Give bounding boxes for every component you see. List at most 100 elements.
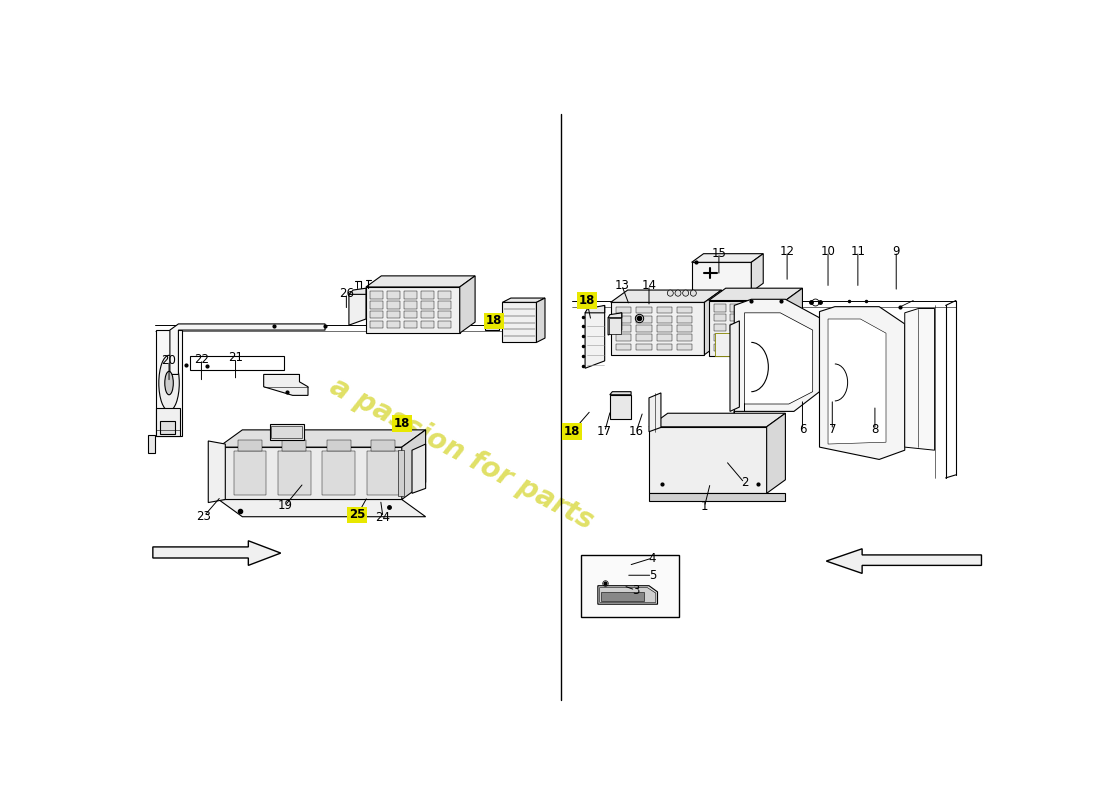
Bar bbox=[616, 344, 631, 350]
Polygon shape bbox=[460, 276, 475, 333]
Bar bbox=[636, 306, 651, 314]
Bar bbox=[387, 301, 400, 309]
Polygon shape bbox=[708, 301, 785, 356]
Text: 26: 26 bbox=[339, 286, 354, 300]
Text: 19: 19 bbox=[277, 499, 293, 512]
Bar bbox=[657, 344, 672, 350]
Polygon shape bbox=[219, 499, 426, 517]
Polygon shape bbox=[692, 262, 751, 292]
Bar bbox=[616, 306, 631, 314]
Text: 15: 15 bbox=[712, 246, 726, 259]
Text: 18: 18 bbox=[394, 418, 410, 430]
Bar bbox=[678, 306, 693, 314]
Polygon shape bbox=[785, 288, 803, 356]
Text: 20: 20 bbox=[162, 354, 176, 366]
Polygon shape bbox=[730, 321, 739, 411]
Bar bbox=[421, 291, 434, 298]
Polygon shape bbox=[598, 586, 658, 604]
Bar bbox=[657, 316, 672, 322]
Ellipse shape bbox=[691, 290, 696, 296]
Text: 14: 14 bbox=[641, 278, 657, 292]
Text: 23: 23 bbox=[197, 510, 211, 522]
Bar bbox=[272, 426, 302, 438]
Polygon shape bbox=[238, 440, 262, 451]
Bar bbox=[405, 311, 417, 318]
Bar bbox=[387, 291, 400, 298]
Text: 10: 10 bbox=[821, 245, 836, 258]
Polygon shape bbox=[219, 430, 426, 447]
Polygon shape bbox=[649, 426, 767, 494]
Polygon shape bbox=[264, 374, 308, 395]
Text: 5: 5 bbox=[649, 569, 656, 582]
Text: 11: 11 bbox=[850, 245, 866, 258]
Text: 25: 25 bbox=[350, 508, 365, 522]
Text: 17: 17 bbox=[597, 426, 613, 438]
Bar bbox=[421, 301, 434, 309]
Text: 18: 18 bbox=[486, 314, 502, 327]
Bar bbox=[714, 324, 726, 331]
Polygon shape bbox=[153, 541, 280, 566]
Bar bbox=[636, 334, 651, 341]
Bar bbox=[636, 316, 651, 322]
Bar bbox=[636, 344, 651, 350]
Polygon shape bbox=[767, 414, 785, 494]
Text: 1: 1 bbox=[701, 500, 708, 514]
Polygon shape bbox=[585, 306, 605, 368]
Text: a passion for parts: a passion for parts bbox=[324, 372, 598, 534]
Polygon shape bbox=[708, 288, 803, 301]
Polygon shape bbox=[537, 298, 544, 342]
Bar bbox=[762, 324, 774, 331]
Polygon shape bbox=[826, 549, 981, 574]
Polygon shape bbox=[904, 309, 935, 450]
Text: 16: 16 bbox=[629, 426, 644, 438]
Bar bbox=[387, 321, 400, 328]
Bar bbox=[405, 321, 417, 328]
Bar bbox=[602, 592, 644, 601]
Polygon shape bbox=[349, 288, 366, 294]
Bar bbox=[714, 344, 726, 351]
Polygon shape bbox=[503, 298, 544, 302]
Text: 3: 3 bbox=[631, 583, 639, 597]
Bar bbox=[371, 311, 383, 318]
Bar bbox=[746, 344, 758, 351]
Polygon shape bbox=[371, 440, 395, 451]
Bar bbox=[714, 314, 726, 322]
Text: 24: 24 bbox=[375, 511, 390, 524]
Bar bbox=[762, 314, 774, 322]
Text: 2: 2 bbox=[740, 476, 748, 490]
Text: 9: 9 bbox=[892, 245, 900, 258]
Bar bbox=[762, 344, 774, 351]
Bar bbox=[616, 316, 631, 322]
Text: 18: 18 bbox=[579, 294, 595, 307]
Polygon shape bbox=[692, 254, 763, 262]
Text: 13: 13 bbox=[614, 278, 629, 292]
Ellipse shape bbox=[158, 355, 179, 410]
Polygon shape bbox=[402, 430, 426, 499]
Text: 6: 6 bbox=[799, 423, 806, 436]
Polygon shape bbox=[366, 276, 475, 287]
Bar bbox=[439, 301, 451, 309]
Bar bbox=[678, 316, 693, 322]
Polygon shape bbox=[147, 435, 154, 454]
Polygon shape bbox=[327, 440, 351, 451]
Ellipse shape bbox=[165, 371, 174, 394]
Bar bbox=[746, 314, 758, 322]
Polygon shape bbox=[219, 447, 402, 499]
Bar bbox=[439, 291, 451, 298]
Bar bbox=[657, 306, 672, 314]
Bar bbox=[439, 311, 451, 318]
Polygon shape bbox=[610, 290, 722, 302]
Text: 18: 18 bbox=[564, 426, 581, 438]
Bar bbox=[636, 325, 651, 332]
Polygon shape bbox=[610, 302, 704, 354]
Polygon shape bbox=[649, 393, 661, 432]
Bar bbox=[421, 311, 434, 318]
Bar bbox=[678, 344, 693, 350]
Bar bbox=[762, 304, 774, 312]
Polygon shape bbox=[735, 299, 820, 422]
Polygon shape bbox=[649, 414, 785, 426]
Polygon shape bbox=[208, 441, 226, 502]
Polygon shape bbox=[666, 292, 698, 299]
Bar bbox=[485, 317, 499, 330]
Polygon shape bbox=[600, 587, 656, 602]
